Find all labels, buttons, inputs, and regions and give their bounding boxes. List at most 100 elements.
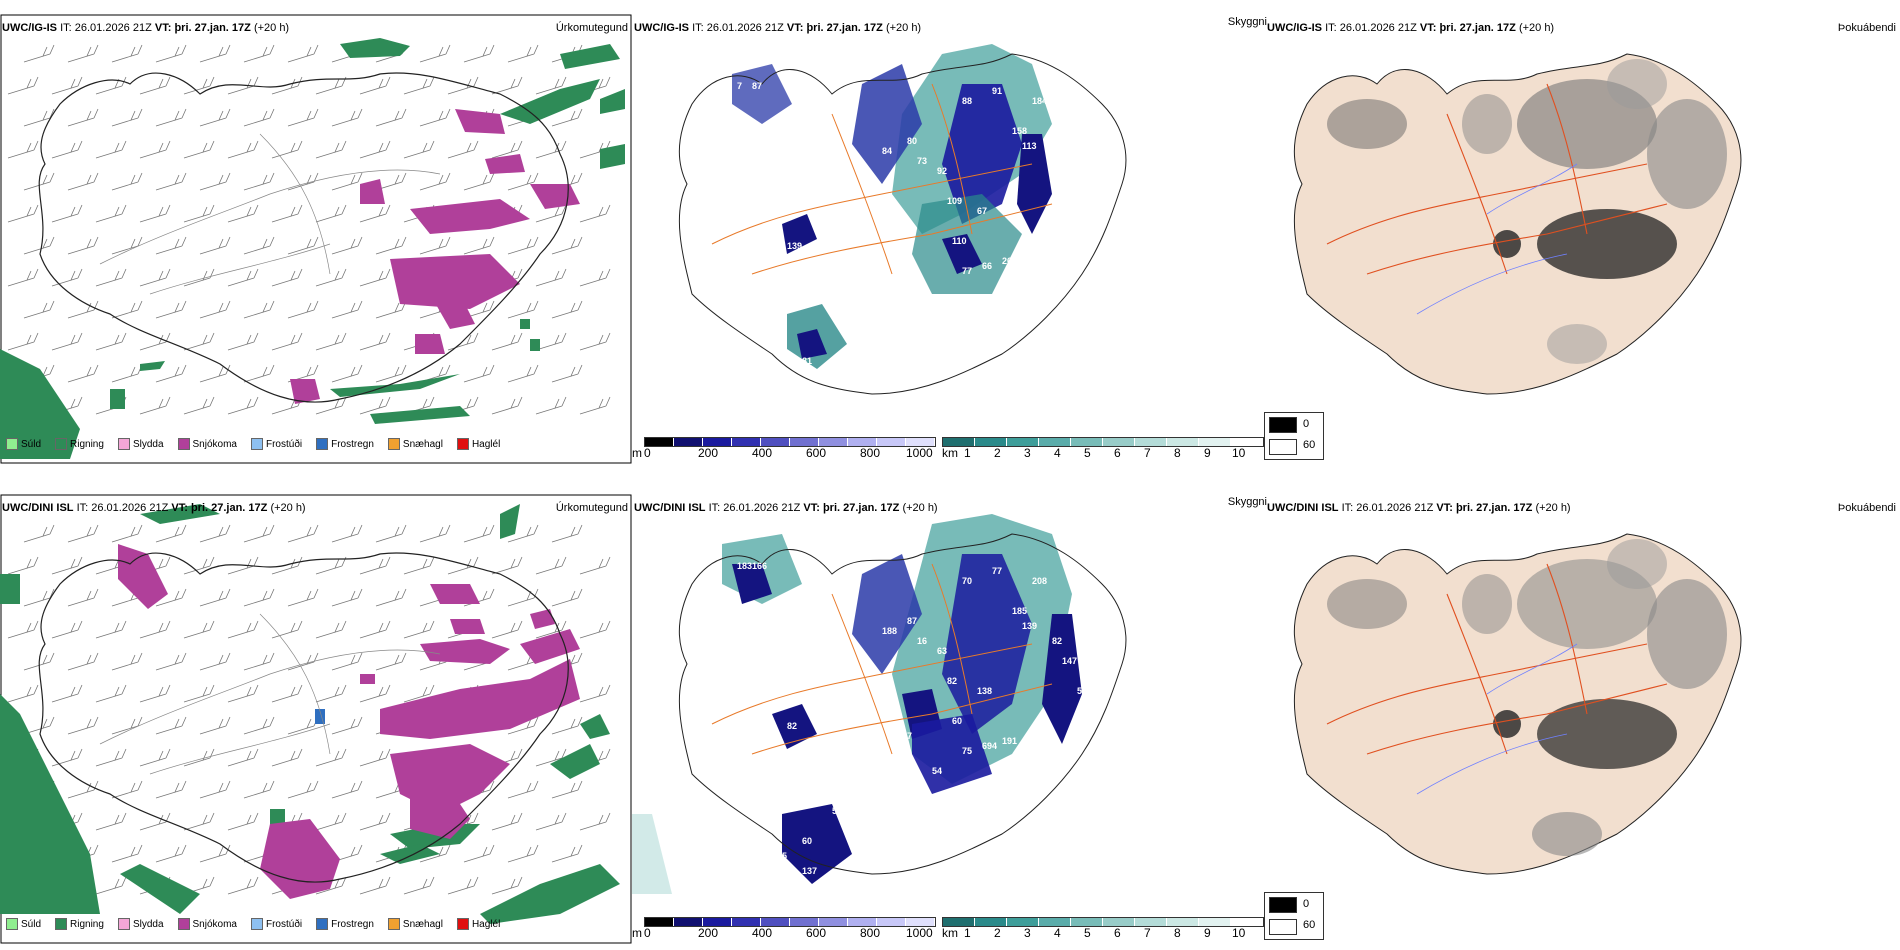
wind-barb	[199, 300, 231, 319]
roads	[711, 83, 1053, 275]
legend-label: Frostúði	[265, 438, 303, 450]
visibility-value-label: 92	[937, 166, 947, 176]
wind-barb	[111, 716, 143, 735]
panel-title: Skyggni	[1227, 16, 1267, 28]
visibility-value-label: 70	[1027, 306, 1037, 316]
legend-item: Slydda	[117, 438, 164, 450]
tick: 2	[994, 926, 1001, 940]
model-name: UWC/DINI ISL	[1267, 502, 1339, 514]
wind-barb	[95, 140, 127, 159]
legend-item: Snæhagl	[387, 918, 443, 930]
wind-barb	[447, 332, 479, 351]
it-label: IT:	[60, 22, 72, 34]
tick: 8	[1174, 446, 1181, 460]
legend-swatch	[177, 918, 190, 930]
visibility-value-label: 66	[982, 261, 992, 271]
wind-barb	[199, 524, 231, 543]
visibility-value-label: 80	[907, 136, 917, 146]
lead-time: (+20 h)	[885, 22, 922, 34]
fog-shading	[1327, 539, 1727, 856]
wind-barb	[95, 684, 127, 703]
visibility-value-label: 84	[882, 146, 892, 156]
wind-barb	[331, 716, 363, 735]
precip-legend: Súld Rigning Slydda Snjókoma Frostúði Frostre…	[6, 918, 508, 930]
wind-barb	[155, 844, 187, 863]
visibility-value-label: 60	[802, 836, 812, 846]
wind-barb	[507, 236, 539, 255]
legend-swatch	[6, 438, 18, 450]
wind-barb	[51, 556, 83, 575]
wind-barb	[491, 620, 523, 639]
wind-barb	[551, 236, 583, 255]
wind-barb	[199, 716, 231, 735]
legend-swatch	[55, 918, 68, 930]
wind-barb	[183, 620, 215, 639]
wind-barb	[51, 332, 83, 351]
fog-tick: 60	[1303, 439, 1316, 451]
vt-label: VT:	[1419, 22, 1437, 34]
wind-barb	[155, 44, 187, 63]
visibility-value-labels: 183 1661888716638270771851392088214752265…	[737, 561, 1107, 876]
legend-swatch	[456, 438, 469, 450]
legend-item: Frostregn	[316, 918, 374, 930]
wind-barb	[183, 812, 215, 831]
wind-barb	[579, 812, 611, 831]
visibility-value-label: 101	[1037, 726, 1052, 736]
wind-barb	[403, 876, 435, 895]
wind-barb	[507, 172, 539, 191]
wind-barb	[67, 652, 99, 671]
legend-label: Frostúði	[265, 918, 303, 930]
legend-swatch	[55, 438, 68, 450]
wind-barb	[507, 844, 539, 863]
lead-time: (+20 h)	[253, 22, 290, 34]
panel-title: Úrkomutegund	[555, 502, 628, 514]
wind-barb	[7, 76, 39, 95]
it-value: 26.01.2026 21Z	[74, 22, 152, 34]
fog-tick: 0	[1303, 418, 1310, 430]
visibility-value-label: 139	[787, 241, 802, 251]
wind-barb	[359, 620, 391, 639]
wind-barb	[535, 76, 567, 95]
wind-barb	[403, 76, 435, 95]
visibility-value-label: 91	[992, 86, 1002, 96]
visibility-value-label: 138	[977, 686, 992, 696]
wind-barb	[243, 588, 275, 607]
wind-barb	[287, 108, 319, 127]
legend-swatch	[387, 438, 400, 450]
wind-barb	[67, 716, 99, 735]
tick: 3	[1024, 926, 1031, 940]
wind-barb	[491, 140, 523, 159]
wind-barb	[507, 364, 539, 383]
wind-barb	[551, 844, 583, 863]
visibility-value-label: 63	[937, 646, 947, 656]
tick: 8	[1174, 926, 1181, 940]
legend-swatch	[387, 918, 400, 930]
wind-barb	[287, 44, 319, 63]
tick: 400	[752, 926, 773, 940]
legend-item: Snjókoma	[177, 438, 237, 450]
visibility-value-label: 51	[1052, 156, 1062, 166]
panel-title: Þokuábendi	[1837, 502, 1896, 514]
visibility-value-label: 60	[952, 716, 962, 726]
wind-barb	[331, 172, 363, 191]
tick: 10	[1232, 446, 1246, 460]
lead-time: (+20 h)	[270, 502, 306, 514]
tick: 800	[860, 446, 881, 460]
model-name: UWC/IG-IS	[1267, 22, 1322, 34]
it-value: 26.01.2026 21Z	[1339, 22, 1417, 34]
wind-barb	[51, 140, 83, 159]
visibility-value-label: 92	[992, 786, 1002, 796]
wind-barb	[403, 684, 435, 703]
wind-barb	[463, 44, 495, 63]
panel-precip-type-bottom: UWC/DINI ISL IT: 26.01.2026 21Z VT: þri.…	[0, 494, 632, 944]
visibility-value-label: 137	[802, 866, 817, 876]
wind-barb	[359, 876, 391, 895]
wind-barb	[227, 396, 259, 415]
wind-barb	[111, 780, 143, 799]
visibility-value-label: 75	[1092, 196, 1102, 206]
wind-barb	[227, 204, 259, 223]
tick: 7	[1144, 446, 1151, 460]
fog-tick: 60	[1303, 919, 1316, 931]
wind-barb	[331, 780, 363, 799]
